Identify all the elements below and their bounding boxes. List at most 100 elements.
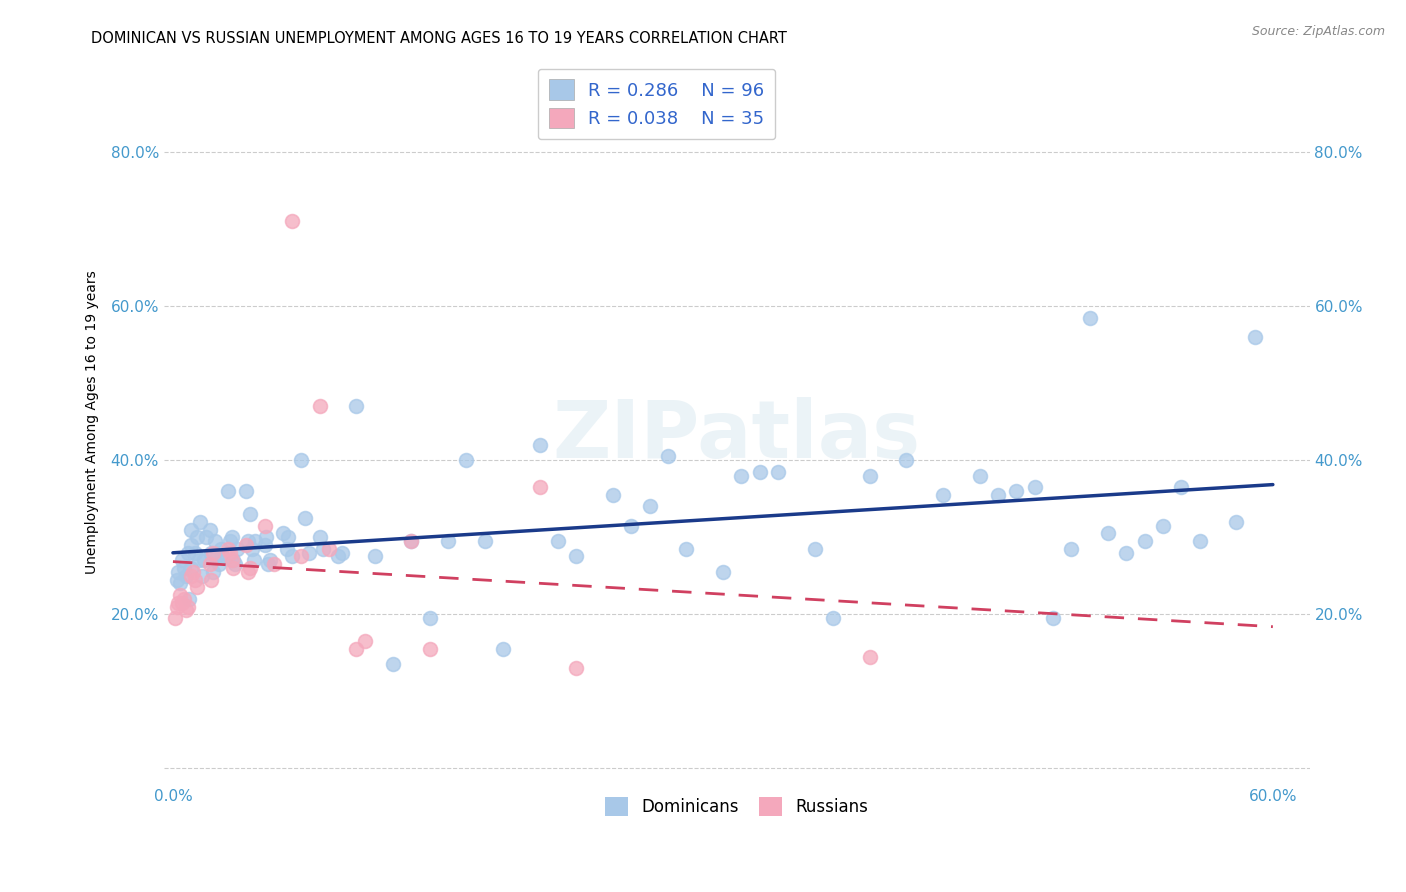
Point [281, 549, 304, 564]
Point [547, 534, 569, 549]
Point [186, 530, 208, 544]
Point [176, 546, 198, 560]
Point [821, 611, 844, 625]
Point [167, 596, 190, 610]
Point [437, 534, 460, 549]
Point [1042, 611, 1064, 625]
Point [932, 488, 955, 502]
Point [172, 596, 194, 610]
Point [254, 530, 277, 544]
Point [1024, 480, 1046, 494]
Point [169, 576, 191, 591]
Point [1078, 310, 1101, 325]
Point [344, 641, 367, 656]
Point [190, 515, 212, 529]
Point [240, 541, 263, 556]
Point [180, 523, 202, 537]
Point [217, 483, 239, 498]
Point [294, 511, 316, 525]
Point [176, 599, 198, 614]
Point [657, 450, 679, 464]
Point [218, 546, 240, 560]
Point [730, 468, 752, 483]
Point [987, 488, 1010, 502]
Point [276, 541, 298, 556]
Point [221, 553, 243, 567]
Point [326, 549, 349, 564]
Point [236, 534, 259, 549]
Legend: Dominicans, Russians: Dominicans, Russians [595, 787, 879, 826]
Point [308, 399, 330, 413]
Point [308, 530, 330, 544]
Point [620, 518, 643, 533]
Point [239, 561, 262, 575]
Point [969, 468, 991, 483]
Point [259, 553, 281, 567]
Point [602, 488, 624, 502]
Point [205, 549, 228, 564]
Point [312, 541, 335, 556]
Point [363, 549, 385, 564]
Point [221, 530, 243, 544]
Point [1243, 330, 1265, 344]
Y-axis label: Unemployment Among Ages 16 to 19 years: Unemployment Among Ages 16 to 19 years [86, 269, 100, 574]
Point [224, 557, 246, 571]
Point [198, 557, 221, 571]
Point [218, 534, 240, 549]
Point [202, 565, 225, 579]
Point [1225, 515, 1247, 529]
Point [858, 649, 880, 664]
Point [180, 561, 202, 575]
Point [180, 538, 202, 552]
Point [174, 603, 197, 617]
Point [208, 557, 231, 571]
Point [257, 557, 280, 571]
Point [209, 541, 232, 556]
Point [638, 500, 661, 514]
Point [191, 568, 214, 582]
Point [529, 480, 551, 494]
Point [529, 438, 551, 452]
Point [167, 565, 190, 579]
Text: Source: ZipAtlas.com: Source: ZipAtlas.com [1251, 25, 1385, 38]
Point [193, 553, 215, 567]
Point [242, 553, 264, 567]
Point [675, 541, 697, 556]
Point [1133, 534, 1156, 549]
Point [181, 565, 204, 579]
Point [173, 591, 195, 606]
Point [1097, 526, 1119, 541]
Point [166, 599, 188, 614]
Point [239, 507, 262, 521]
Point [200, 546, 222, 560]
Text: ZIPatlas: ZIPatlas [553, 397, 921, 475]
Point [565, 549, 588, 564]
Point [1005, 483, 1028, 498]
Point [200, 573, 222, 587]
Point [179, 591, 201, 606]
Point [803, 541, 825, 556]
Point [172, 553, 194, 567]
Point [565, 661, 588, 675]
Point [711, 565, 734, 579]
Point [198, 523, 221, 537]
Point [194, 530, 217, 544]
Point [297, 546, 319, 560]
Point [858, 468, 880, 483]
Point [245, 534, 267, 549]
Point [330, 546, 353, 560]
Point [204, 534, 226, 549]
Point [271, 526, 294, 541]
Point [399, 534, 422, 549]
Point [419, 641, 441, 656]
Point [222, 553, 245, 567]
Point [381, 657, 404, 672]
Point [263, 557, 285, 571]
Point [1152, 518, 1174, 533]
Point [187, 553, 209, 567]
Point [748, 465, 770, 479]
Point [222, 561, 245, 575]
Point [163, 611, 186, 625]
Point [235, 483, 257, 498]
Point [1060, 541, 1083, 556]
